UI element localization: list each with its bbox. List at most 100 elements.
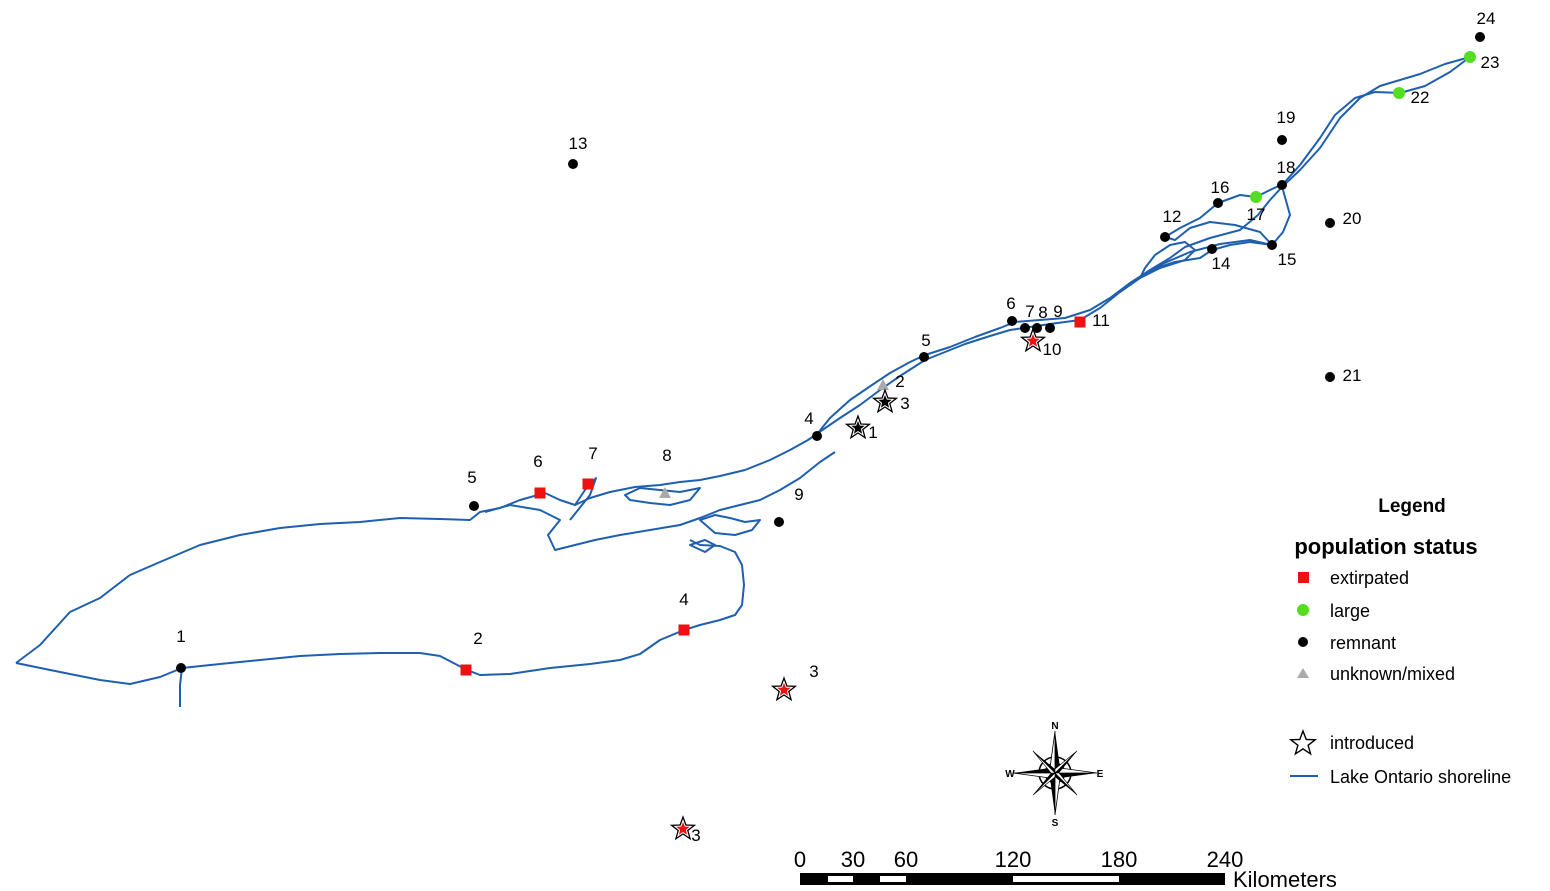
site-remnant-18: 18	[1277, 158, 1296, 190]
site-label: 3	[900, 394, 909, 413]
prince-edward-shore	[624, 487, 701, 506]
site-label: 22	[1411, 88, 1430, 107]
legend-unknown-label: unknown/mixed	[1330, 664, 1455, 684]
site-remnant-20: 20	[1325, 209, 1361, 228]
site-marker	[460, 664, 472, 676]
site-marker	[1250, 191, 1262, 203]
site-remnant-21: 21	[1325, 366, 1361, 385]
site-marker	[1464, 51, 1476, 63]
site-marker	[678, 624, 690, 636]
site-marker	[919, 352, 929, 362]
site-extirpated-10-introduced: 10	[1019, 327, 1062, 359]
site-marker	[676, 822, 690, 835]
site-label: 2	[473, 629, 482, 648]
island-b	[689, 539, 716, 553]
river-channel-1	[817, 221, 1273, 434]
site-label: 2	[895, 372, 904, 391]
legend-large-label: large	[1330, 601, 1370, 621]
legend-shoreline-label: Lake Ontario shoreline	[1330, 767, 1511, 787]
site-remnant-19: 19	[1277, 108, 1295, 145]
site-label: 3	[691, 826, 700, 845]
south-inlet	[179, 667, 183, 707]
site-remnant-6: 6	[1006, 294, 1017, 326]
site-label: 12	[1163, 207, 1182, 226]
lake-outline	[15, 56, 1471, 664]
site-label: 14	[1212, 254, 1231, 273]
site-extirpated-4: 4	[678, 590, 690, 636]
site-label: 11	[1092, 311, 1110, 330]
site-label: 20	[1343, 209, 1362, 228]
site-remnant-7: 7	[1020, 302, 1035, 333]
site-large-23: 23	[1464, 51, 1499, 72]
site-extirpated-3-introduced: 3	[770, 662, 819, 702]
compass-rose-icon: N S E W	[1005, 721, 1103, 829]
site-unknown-2: 2	[877, 372, 905, 391]
river-loop	[1139, 241, 1196, 279]
site-marker	[534, 487, 546, 499]
site-extirpated-6: 6	[533, 452, 546, 499]
site-unknown-8: 8	[659, 446, 672, 498]
site-marker	[1277, 135, 1287, 145]
site-remnant-14: 14	[1207, 244, 1230, 273]
site-remnant-3-introduced: 3	[871, 388, 910, 414]
site-marker	[1160, 232, 1170, 242]
site-extirpated-3-introduced: 3	[669, 815, 701, 845]
river-channel-2	[1164, 56, 1471, 238]
scale-tick-240: 240	[1207, 847, 1244, 872]
island-a	[699, 514, 761, 536]
site-label: 16	[1211, 178, 1230, 197]
site-remnant-9: 9	[1045, 302, 1063, 333]
legend-unknown-symbol	[1297, 668, 1309, 678]
site-extirpated-7: 7	[582, 444, 598, 490]
site-label: 5	[921, 331, 930, 350]
site-remnant-5: 5	[467, 468, 479, 511]
site-marker	[582, 478, 594, 490]
site-marker	[176, 663, 186, 673]
site-extirpated-2: 2	[460, 629, 483, 676]
site-label: 3	[809, 662, 818, 681]
site-marker	[1007, 316, 1017, 326]
scale-tick-60: 60	[894, 847, 918, 872]
site-label: 9	[794, 485, 803, 504]
site-remnant-5: 5	[919, 331, 931, 362]
scale-tick-30: 30	[841, 847, 865, 872]
site-label: 18	[1277, 158, 1296, 177]
site-label: 6	[1006, 294, 1015, 313]
site-extirpated-11: 11	[1074, 311, 1110, 330]
compass-south: S	[1052, 818, 1059, 829]
site-remnant-16: 16	[1211, 178, 1230, 208]
lake-ontario-shoreline	[15, 56, 1471, 707]
site-label: 10	[1043, 340, 1062, 359]
site-marker	[1325, 372, 1335, 382]
site-label: 7	[1025, 302, 1034, 321]
legend-extirpated-label: extirpated	[1330, 568, 1409, 588]
site-label: 23	[1481, 53, 1500, 72]
site-marker	[1020, 323, 1030, 333]
site-marker	[812, 431, 822, 441]
site-label: 7	[588, 444, 597, 463]
site-remnant-4: 4	[804, 409, 822, 441]
site-marker	[877, 379, 889, 390]
site-marker	[1325, 218, 1335, 228]
site-label: 9	[1053, 302, 1062, 321]
lake-inner-shore	[484, 451, 836, 551]
site-marker	[1213, 198, 1223, 208]
legend-remnant-label: remnant	[1330, 633, 1396, 653]
site-label: 24	[1477, 9, 1496, 28]
site-marker	[878, 395, 892, 408]
site-remnant-1: 1	[176, 627, 186, 673]
compass-west: W	[1005, 769, 1015, 780]
scale-tick-180: 180	[1101, 847, 1138, 872]
legend-introduced-label: introduced	[1330, 733, 1414, 753]
site-marker	[1026, 334, 1040, 347]
scale-tick-120: 120	[995, 847, 1032, 872]
site-label: 4	[804, 409, 813, 428]
site-remnant-24: 24	[1475, 9, 1495, 42]
site-marker	[1267, 240, 1277, 250]
site-label: 5	[467, 468, 476, 487]
site-marker	[568, 159, 578, 169]
river-channel-3	[1149, 189, 1291, 271]
site-label: 21	[1343, 366, 1362, 385]
